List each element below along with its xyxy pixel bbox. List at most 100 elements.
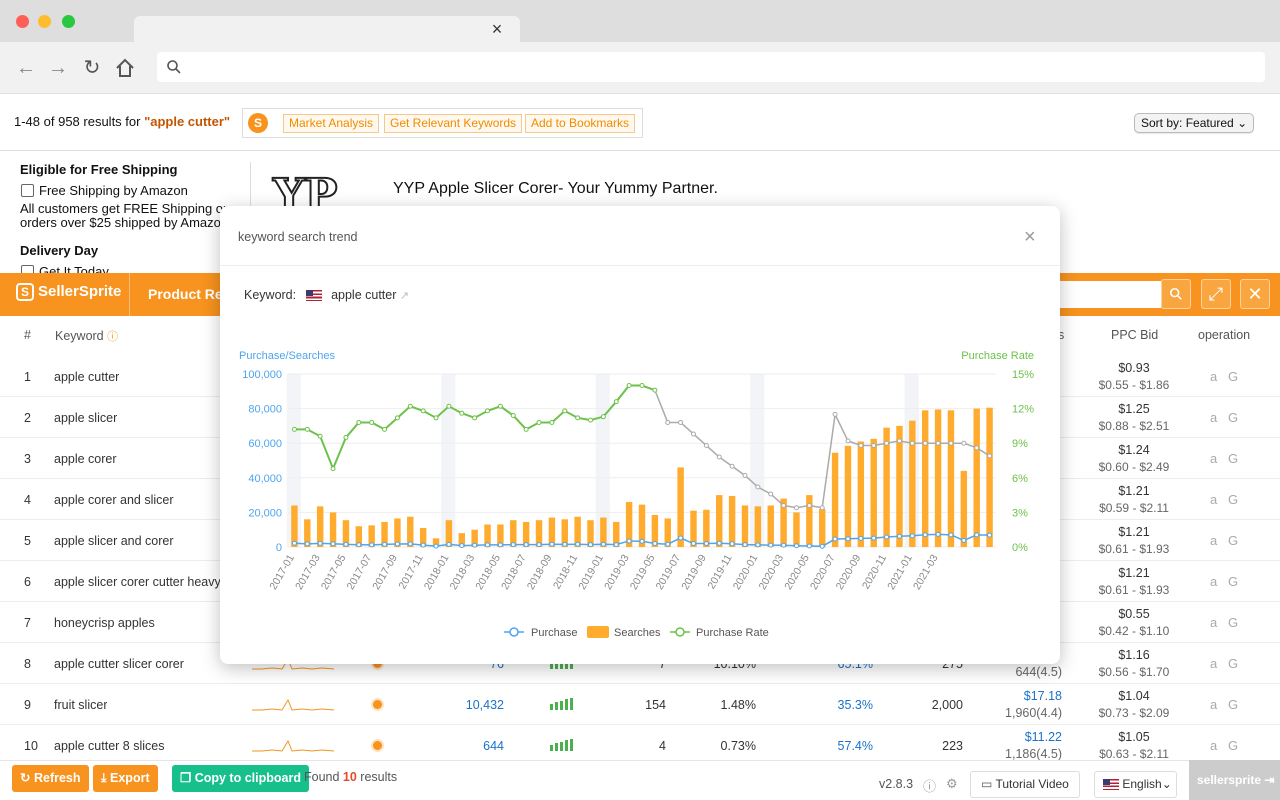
add-bookmarks-link[interactable]: Add to Bookmarks xyxy=(525,114,636,133)
tutorial-video-button[interactable]: ▭ Tutorial Video xyxy=(970,771,1080,798)
amazon-search-icon[interactable]: a xyxy=(1210,615,1218,630)
row-keyword[interactable]: apple cutter slicer corer xyxy=(54,657,184,671)
purchase-rate-point xyxy=(948,440,954,446)
delivery-option[interactable]: Get It Today xyxy=(39,264,109,273)
close-panel-icon[interactable]: ✕ xyxy=(1240,279,1270,309)
amazon-search-icon[interactable]: a xyxy=(1210,451,1218,466)
row-index: 3 xyxy=(24,452,31,466)
trend-sparkline[interactable] xyxy=(252,655,334,673)
keyword-search-input[interactable] xyxy=(1060,281,1161,308)
row-keyword[interactable]: apple corer xyxy=(54,452,117,466)
sellersprite-logo-icon[interactable]: S xyxy=(248,113,268,133)
language-select[interactable]: English⌄ xyxy=(1094,771,1177,798)
left-tick-label: 100,000 xyxy=(242,369,282,381)
google-search-icon[interactable]: G xyxy=(1228,533,1239,548)
column-header-partial: s xyxy=(1058,328,1065,342)
google-search-icon[interactable]: G xyxy=(1228,451,1239,466)
trend-sparkline[interactable] xyxy=(252,696,334,714)
found-results: Found 10 results xyxy=(304,770,398,784)
us-flag-icon xyxy=(1103,779,1119,791)
legend-searches-swatch xyxy=(587,626,609,638)
gear-icon[interactable]: ⚙ xyxy=(946,776,958,791)
forward-icon[interactable]: → xyxy=(48,57,68,79)
amazon-search-icon[interactable]: a xyxy=(1210,656,1218,671)
google-search-icon[interactable]: G xyxy=(1228,615,1239,630)
row-keyword[interactable]: apple cutter 8 slices xyxy=(54,739,165,753)
year-band xyxy=(750,374,765,547)
row-keyword[interactable]: fruit slicer xyxy=(54,698,108,712)
table-row[interactable] xyxy=(0,643,1280,684)
amazon-search-icon[interactable]: a xyxy=(1210,533,1218,548)
footer-brand-logout[interactable]: sellersprite ⇥ xyxy=(1189,760,1280,800)
search-button[interactable] xyxy=(1161,279,1191,309)
url-bar[interactable] xyxy=(157,52,1265,82)
row-keyword[interactable]: apple slicer and corer xyxy=(54,534,174,548)
home-icon[interactable] xyxy=(114,57,136,79)
purchase-rate: 1.48% xyxy=(720,698,756,712)
searches-value[interactable]: 644 xyxy=(483,739,504,753)
table-row[interactable] xyxy=(0,684,1280,725)
google-search-icon[interactable]: G xyxy=(1228,369,1239,384)
amazon-search-icon[interactable]: a xyxy=(1210,492,1218,507)
maximize-window-icon[interactable] xyxy=(62,15,75,28)
row-index: 6 xyxy=(24,575,31,589)
searches-bar xyxy=(471,529,478,547)
price-value[interactable]: $11.22 xyxy=(1024,730,1062,744)
ppc-range: $0.60 - $2.49 xyxy=(1098,460,1170,474)
export-button[interactable]: ⤓ Export xyxy=(93,765,158,792)
reload-icon[interactable]: ↻ xyxy=(83,57,101,79)
trend-sparkline[interactable] xyxy=(252,737,334,755)
product-title[interactable]: YYP Apple Slicer Corer- Your Yummy Partn… xyxy=(393,180,718,197)
amazon-search-icon[interactable]: a xyxy=(1210,738,1218,753)
row-keyword[interactable]: apple slicer xyxy=(54,411,118,425)
expand-icon[interactable]: ⤢ xyxy=(1201,279,1231,309)
chevron-down-icon: ⌄ xyxy=(1237,116,1248,130)
purchase-rate-point xyxy=(291,426,297,432)
back-icon[interactable]: ← xyxy=(16,57,36,79)
row-keyword[interactable]: honeycrisp apples xyxy=(54,616,155,630)
google-search-icon[interactable]: G xyxy=(1228,738,1239,753)
purchase-rate-point xyxy=(407,403,413,409)
free-shipping-checkbox[interactable] xyxy=(21,184,34,197)
minimize-window-icon[interactable] xyxy=(38,15,51,28)
close-icon[interactable]: × xyxy=(1024,226,1036,248)
google-search-icon[interactable]: G xyxy=(1228,574,1239,589)
share-value[interactable]: 57.4% xyxy=(837,739,873,753)
purchase-point xyxy=(909,533,915,539)
market-analysis-link[interactable]: Market Analysis xyxy=(283,114,380,133)
tab-product-research[interactable]: Product Res xyxy=(148,286,231,302)
google-search-icon[interactable]: G xyxy=(1228,697,1239,712)
amazon-search-icon[interactable]: a xyxy=(1210,697,1218,712)
tab-close-icon[interactable]: × xyxy=(491,19,503,39)
google-search-icon[interactable]: G xyxy=(1228,492,1239,507)
amazon-search-icon[interactable]: a xyxy=(1210,410,1218,425)
purchase-point xyxy=(356,542,362,548)
sort-dropdown[interactable]: Sort by: Featured ⌄ xyxy=(1134,113,1255,133)
help-icon[interactable]: ⓘ xyxy=(107,331,119,343)
share-value[interactable]: 35.3% xyxy=(837,698,873,712)
help-icon[interactable]: ⓘ xyxy=(923,779,937,794)
column-header-keyword[interactable]: Keyword ⓘ xyxy=(55,329,119,343)
row-keyword[interactable]: apple cutter xyxy=(54,370,120,384)
free-shipping-option[interactable]: Free Shipping by Amazon xyxy=(39,183,188,198)
browser-tab[interactable] xyxy=(134,16,520,42)
relevant-keywords-link[interactable]: Get Relevant Keywords xyxy=(384,114,523,133)
copy-clipboard-button[interactable]: ❐ Copy to clipboard xyxy=(172,765,309,792)
row-keyword[interactable]: apple slicer corer cutter heavy d xyxy=(54,575,220,589)
refresh-button[interactable]: ↻ Refresh xyxy=(12,765,89,792)
close-window-icon[interactable] xyxy=(16,15,29,28)
searches-bar xyxy=(600,517,607,547)
purchase-rate-point xyxy=(961,440,967,446)
x-tick-label: 2018-09 xyxy=(525,552,555,592)
row-keyword[interactable]: apple corer and slicer xyxy=(54,493,174,507)
modal-title: keyword search trend xyxy=(238,230,358,244)
free-shipping-note: orders over $25 shipped by Amazon xyxy=(20,215,229,230)
google-search-icon[interactable]: G xyxy=(1228,410,1239,425)
searches-value[interactable]: 10,432 xyxy=(465,698,504,712)
external-link-icon[interactable]: ↗ xyxy=(399,290,410,302)
searches-bar xyxy=(432,538,440,547)
amazon-search-icon[interactable]: a xyxy=(1210,574,1218,589)
price-value[interactable]: $17.18 xyxy=(1023,689,1062,703)
google-search-icon[interactable]: G xyxy=(1228,656,1239,671)
amazon-search-icon[interactable]: a xyxy=(1210,369,1218,384)
